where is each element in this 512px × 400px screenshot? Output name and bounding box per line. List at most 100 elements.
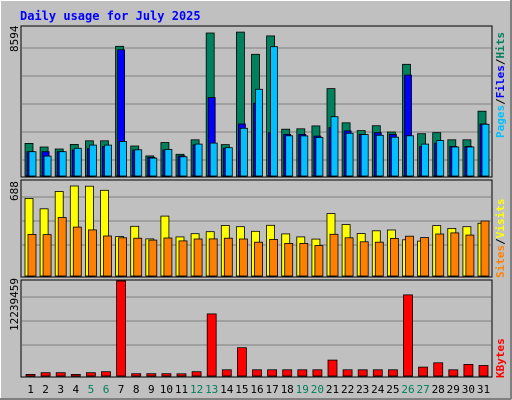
sites-bar (420, 237, 430, 277)
pages-bar (466, 146, 475, 177)
pages-bar (239, 127, 248, 177)
kbytes-bar (131, 373, 142, 377)
day-label: 23 (356, 383, 369, 396)
kbytes-bar (206, 313, 217, 377)
kbytes-legend: KBytes (494, 338, 507, 378)
sites-bar (359, 241, 369, 277)
sites-bar (178, 240, 188, 277)
day-label: 4 (72, 383, 79, 396)
pages-bar (436, 140, 445, 177)
day-label: 22 (341, 383, 354, 396)
visits-panel-frame (20, 179, 493, 278)
kbytes-bar (463, 363, 474, 377)
pages-bar (28, 151, 37, 177)
sites-bar (284, 242, 294, 277)
pages-bar (481, 123, 490, 177)
sites-bar (42, 234, 52, 277)
pages-bar (58, 151, 67, 177)
legend-hits: Hits (494, 32, 507, 59)
kbytes-bar (312, 369, 323, 377)
pages-bar (104, 144, 112, 177)
kbytes-bar (221, 369, 232, 377)
chart-title: Daily usage for July 2025 (20, 9, 201, 23)
hits-ymax-label: 8594 (8, 25, 21, 52)
day-label: 9 (148, 383, 155, 396)
sites-bar (480, 220, 490, 277)
pages-bar (119, 141, 127, 177)
kbytes-bar (342, 369, 353, 377)
sites-bar (88, 229, 97, 277)
day-label: 11 (175, 383, 188, 396)
hits-panel-frame (20, 25, 493, 178)
pages-bar (406, 135, 414, 177)
kbytes-bar (282, 369, 293, 377)
day-label: 18 (281, 383, 294, 396)
pages-bar (89, 144, 97, 177)
sites-bar (344, 237, 354, 277)
sites-bar (254, 241, 263, 277)
sites-bar (72, 226, 82, 277)
kbytes-bar (357, 369, 368, 377)
day-label: 20 (311, 383, 324, 396)
kbytes-bar (267, 369, 278, 377)
sites-bar (208, 238, 218, 277)
legend-sites: Sites (494, 245, 507, 278)
day-label: 24 (371, 383, 385, 396)
day-label: 10 (160, 383, 173, 396)
sites-bar (57, 217, 67, 277)
kbytes-bar (70, 373, 81, 377)
legend-files: Files (494, 65, 507, 98)
sites-bar (435, 233, 445, 277)
kbytes-bar (387, 369, 398, 377)
pages-bar (360, 134, 369, 177)
pages-bar (270, 46, 279, 177)
kbytes-bar (55, 372, 66, 377)
legend-sep-3: / (494, 238, 507, 245)
kbytes-bar (327, 359, 338, 377)
kbytes-bar (116, 280, 126, 377)
day-label: 2 (42, 383, 49, 396)
sites-bar (103, 235, 112, 277)
day-label: 5 (88, 383, 95, 396)
kbytes-panel-frame (20, 279, 493, 378)
kbytes-ymax-label: 12239459 (8, 278, 21, 331)
visits-sites-legend: Sites/Visits (494, 199, 507, 279)
sites-bar (163, 237, 173, 277)
day-label: 1 (27, 383, 34, 396)
day-label: 28 (432, 383, 445, 396)
kbytes-bar (236, 347, 247, 377)
pages-bar (73, 147, 82, 177)
pages-bar (451, 146, 460, 177)
day-label: 14 (220, 383, 234, 396)
kbytes-bar (372, 369, 383, 377)
sites-bar (27, 233, 37, 277)
kbytes-bar (161, 373, 172, 377)
pages-bar (421, 143, 430, 177)
day-label: 30 (462, 383, 475, 396)
day-label: 3 (57, 383, 64, 396)
legend-sep-2: / (494, 58, 507, 65)
day-label: 17 (265, 383, 278, 396)
day-label: 8 (133, 383, 140, 396)
kbytes-bar (176, 373, 187, 377)
day-label: 15 (235, 383, 248, 396)
day-label: 25 (386, 383, 399, 396)
day-label: 13 (205, 383, 218, 396)
day-label: 7 (118, 383, 125, 396)
day-label: 21 (326, 383, 339, 396)
kbytes-bar (478, 365, 489, 377)
kbytes-bar (403, 294, 413, 377)
kbytes-bar (146, 373, 157, 377)
pages-bar (375, 134, 384, 177)
legend-sep-1: / (494, 98, 507, 105)
legend-visits: Visits (494, 199, 507, 239)
sites-bar (238, 238, 248, 277)
pages-bar (43, 155, 52, 177)
kbytes-bar (101, 371, 111, 377)
sites-bar (329, 233, 339, 277)
day-label: 12 (190, 383, 203, 396)
pages-bar (224, 147, 233, 177)
day-label: 19 (296, 383, 309, 396)
sites-bar (299, 242, 309, 277)
